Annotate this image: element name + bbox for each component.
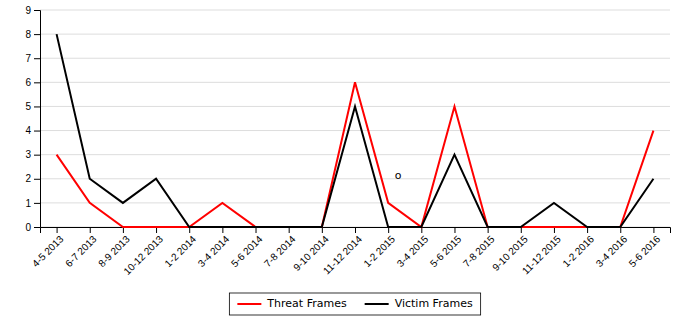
legend-swatch [237,303,261,305]
tick-label: 4 [25,125,31,136]
x-tick: 5-6 2016 [627,227,663,269]
tick-label: 11-12 2015 [520,233,563,276]
tick-label: 1 [25,198,31,209]
grid-line [40,58,670,59]
legend-swatch [365,303,389,305]
grid-line [40,34,670,35]
annotation: o [395,169,402,182]
grid-line [40,130,670,131]
tick-label: 5-6 2015 [428,233,464,269]
tick-mark [454,227,455,233]
tick-label: 5-6 2016 [627,233,663,269]
tick-mark [34,10,40,11]
legend: Threat Frames Victim Frames [229,293,480,315]
tick-label: 2 [25,173,31,184]
tick-label: 3 [25,149,31,160]
tick-mark [34,82,40,83]
tick-label: 5 [25,101,31,112]
x-axis: 4-5 20136-7 20138-9 201310-12 20131-2 20… [30,227,671,277]
tick-mark [34,58,40,59]
legend-item: Victim Frames [365,297,473,310]
y-tick: 2 [25,173,40,184]
tick-label: 9 [25,5,31,16]
tick-mark [57,227,58,233]
x-tick: 3-4 2015 [395,227,431,269]
tick-label: 0 [25,222,31,233]
tick-label: 6-7 2013 [63,233,99,269]
tick-label: 8 [25,29,31,40]
x-tick: 1-2 2015 [361,227,397,269]
tick-label: 1-2 2015 [361,233,397,269]
tick-mark [34,203,40,204]
x-tick: 1-2 2014 [162,227,198,269]
x-tick: 3-4 2014 [196,227,232,269]
x-tick: 5-6 2015 [428,227,464,269]
x-tick: 4-5 2013 [30,227,66,269]
y-tick: 6 [25,77,40,88]
tick-label: 6 [25,77,31,88]
lines [57,34,654,227]
tick-mark [355,227,356,233]
x-tick: 11-12 2015 [520,227,563,276]
series-line [57,34,654,227]
tick-label: 3-4 2016 [594,233,630,269]
x-tick: 11-12 2014 [321,227,364,276]
x-tick: 1-2 2016 [560,227,596,269]
x-tick: 6-7 2013 [63,227,99,269]
y-tick: 4 [25,125,40,136]
legend-box [229,293,480,315]
grid-line [40,178,670,179]
y-tick: 8 [25,29,40,40]
tick-mark [90,227,91,233]
y-tick: 1 [25,198,40,209]
tick-label: 1-2 2016 [560,233,596,269]
grid-line [40,10,670,11]
tick-mark [34,131,40,132]
tick-mark [653,227,654,233]
y-tick: 5 [25,101,40,112]
x-tick: 3-4 2016 [594,227,630,269]
y-tick: 3 [25,149,40,160]
y-tick: 9 [25,5,40,16]
axis-line [41,228,671,234]
legend-item: Threat Frames [237,297,347,310]
x-tick: 5-6 2014 [229,227,265,269]
tick-label: 4-5 2013 [30,233,66,269]
tick-label: 11-12 2014 [321,233,364,276]
tick-label: 10-12 2013 [121,233,165,277]
plot: 0 1 2 3 4 5 6 7 8 9 4-5 20136-7 20138-9 201310-12 … [25,5,670,277]
tick-label: 5-6 2014 [229,233,265,269]
y-tick: 7 [25,53,40,64]
tick-mark [34,155,40,156]
tick-mark [34,179,40,180]
legend-label: Threat Frames [266,297,347,310]
tick-mark [34,34,40,35]
y-axis: 0 1 2 3 4 5 6 7 8 9 [25,5,40,233]
y-tick: 0 [25,222,40,233]
legend-label: Victim Frames [395,297,473,310]
tick-label: 3-4 2014 [196,233,232,269]
axis-line [34,11,41,228]
tick-mark [34,227,40,228]
tick-label: 7 [25,53,31,64]
grid-line [40,202,670,203]
grid-line [40,154,670,155]
tick-label: 1-2 2014 [162,233,198,269]
chart: 0 1 2 3 4 5 6 7 8 9 4-5 20136-7 20138-9 201310-12 … [0,0,685,319]
tick-mark [34,106,40,107]
tick-label: 3-4 2015 [395,233,431,269]
x-tick: 10-12 2013 [121,227,165,277]
grid [40,10,670,227]
